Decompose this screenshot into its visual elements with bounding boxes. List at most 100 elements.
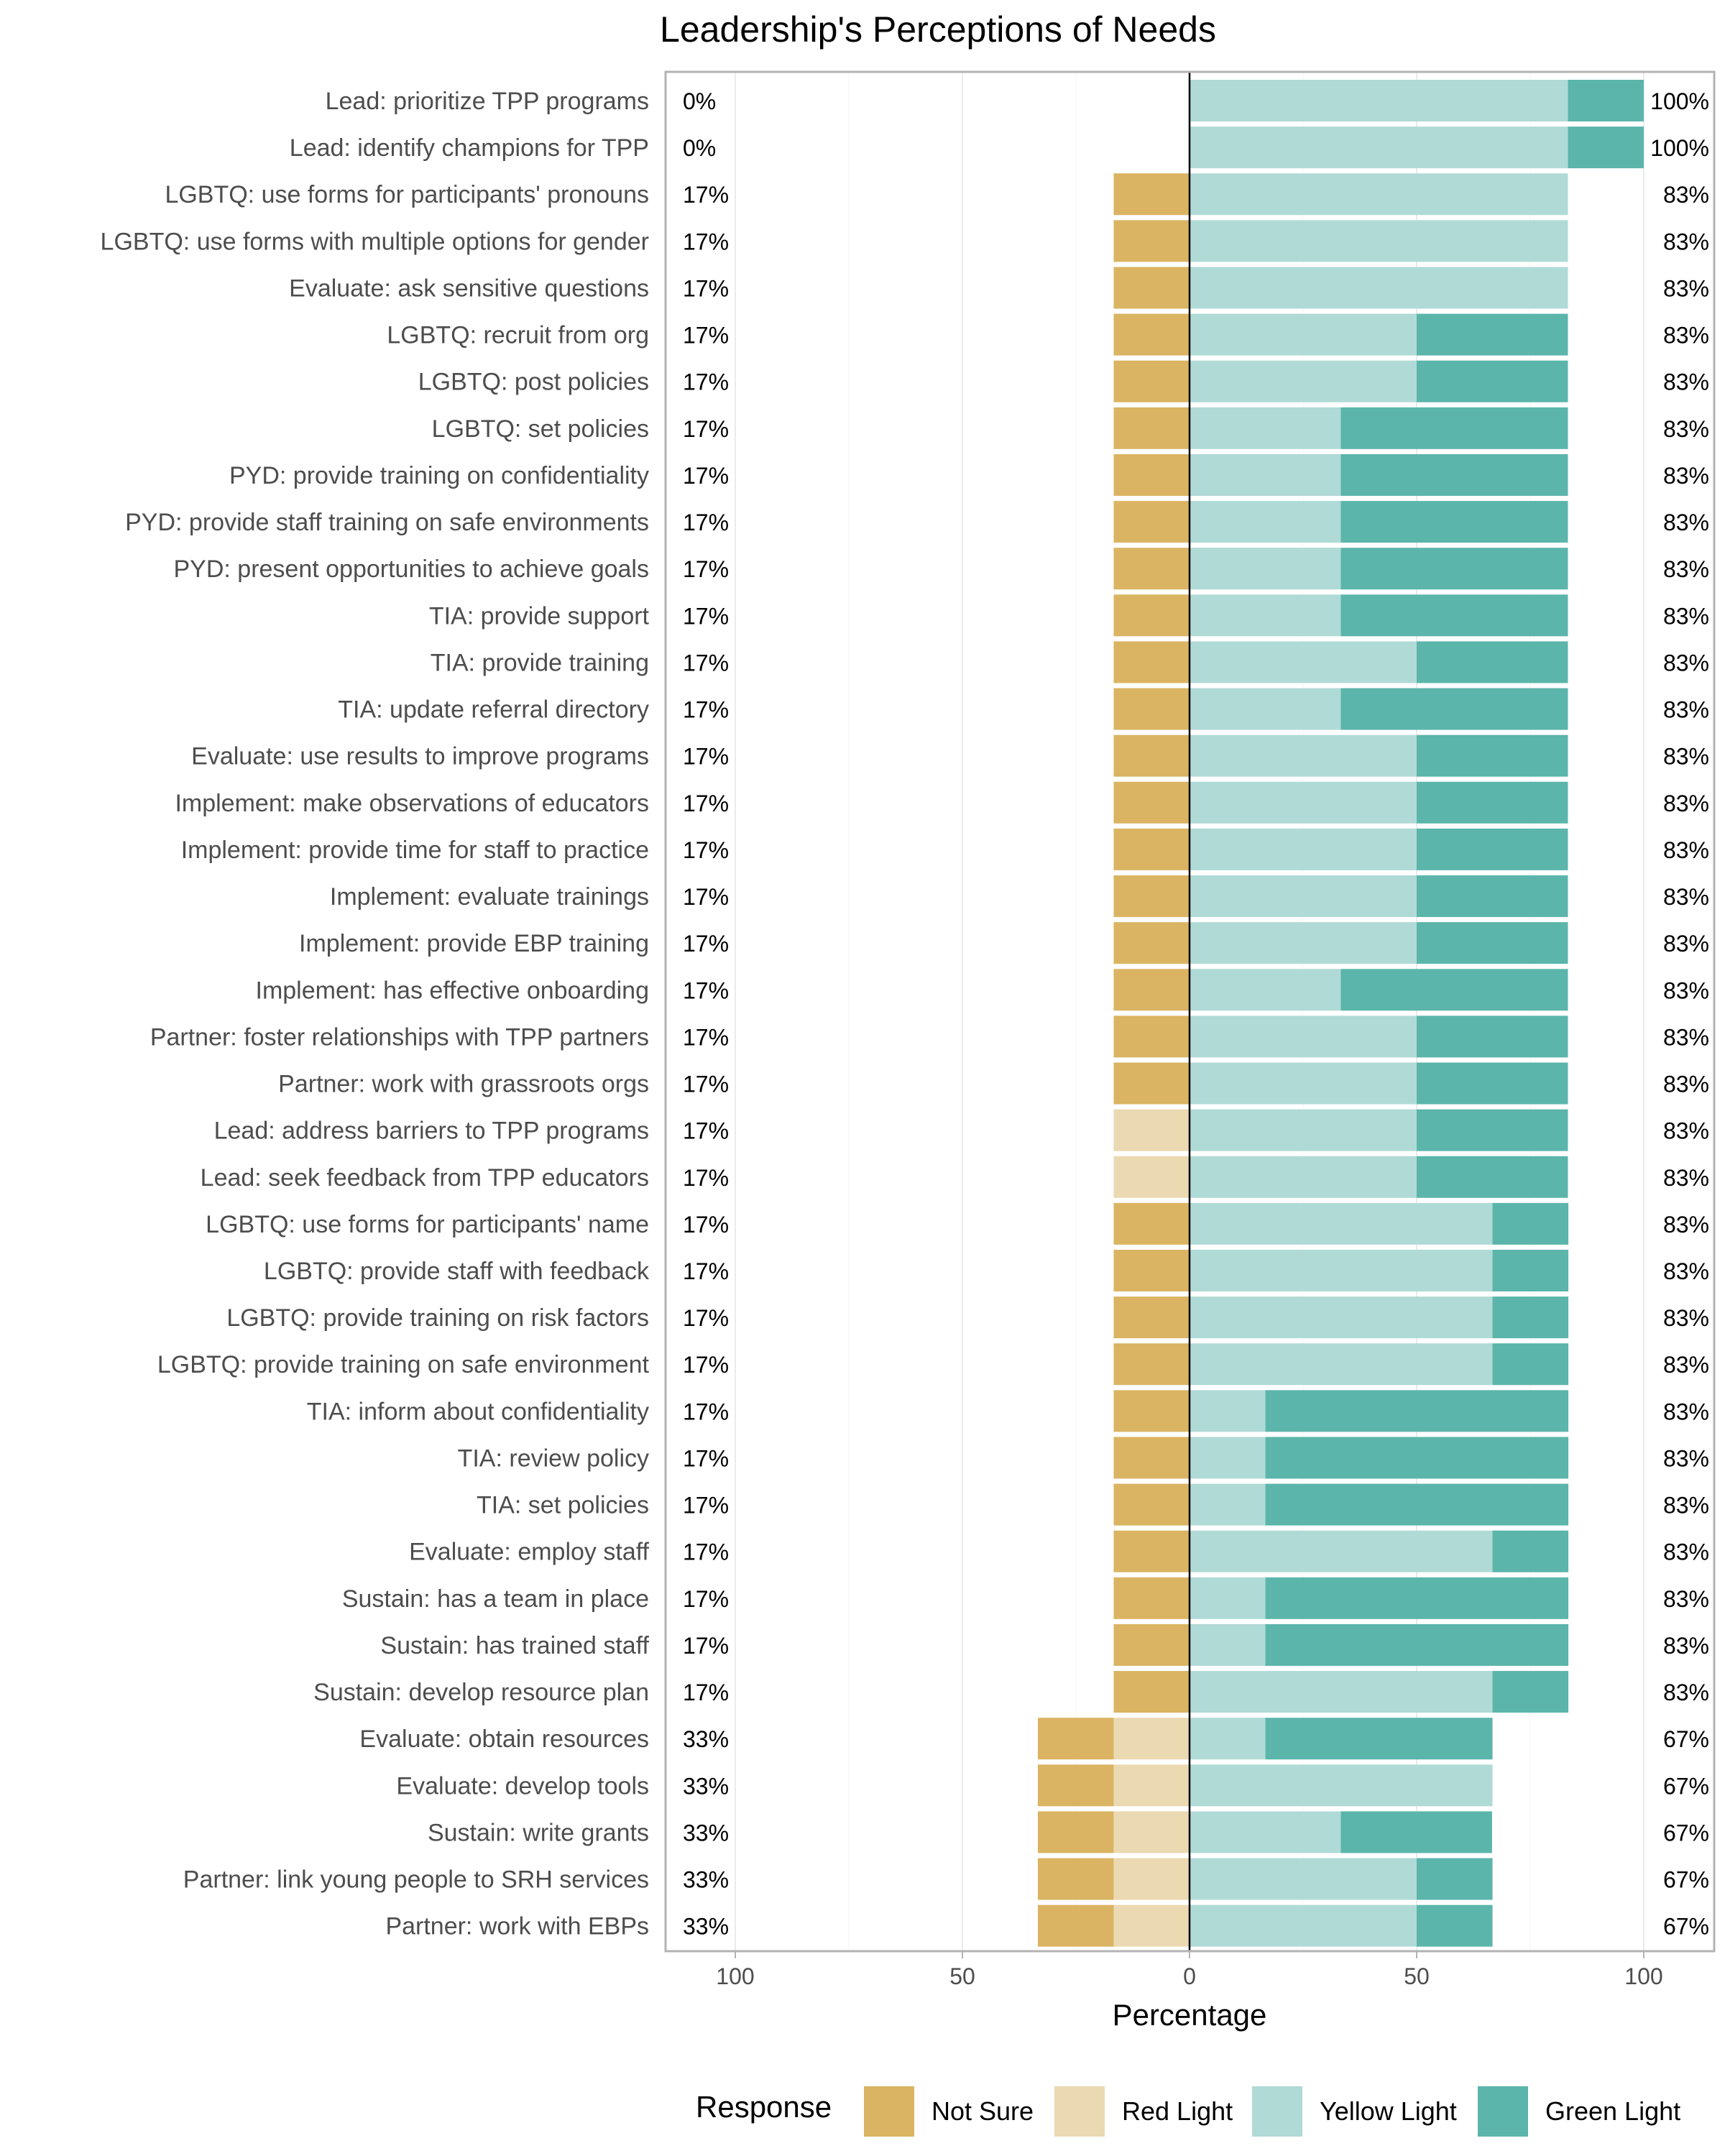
left-percent-label: 17% (683, 1258, 729, 1284)
legend-label: Yellow Light (1320, 2096, 1457, 2126)
bar-yellow-light (1190, 313, 1417, 356)
bar-green-light (1492, 1671, 1569, 1713)
bar-not-sure (1113, 1530, 1190, 1572)
bar-green-light (1265, 1577, 1569, 1619)
category-label: Partner: work with EBPs (385, 1913, 649, 1940)
bar-row (1113, 407, 1568, 449)
left-percent-label: 17% (683, 463, 729, 489)
bar-yellow-light (1190, 220, 1568, 262)
category-label: Lead: prioritize TPP programs (326, 88, 649, 115)
bar-row (1113, 1062, 1568, 1105)
bar-yellow-light (1190, 969, 1341, 1011)
bar-green-light (1417, 1858, 1493, 1900)
category-label: TIA: set policies (477, 1492, 649, 1519)
bar-green-light (1265, 1390, 1569, 1432)
bar-yellow-light (1190, 1483, 1266, 1526)
bar-row (1113, 173, 1568, 216)
category-label: LGBTQ: provide training on safe environm… (157, 1351, 650, 1378)
bar-green-light (1417, 360, 1568, 402)
bar-yellow-light (1190, 688, 1341, 730)
right-percent-label: 83% (1663, 931, 1709, 957)
right-percent-label: 83% (1663, 1493, 1709, 1519)
category-label: LGBTQ: recruit from org (387, 322, 649, 349)
right-percent-label: 83% (1663, 229, 1709, 254)
left-percent-label: 17% (683, 1586, 729, 1612)
bar-yellow-light (1190, 1718, 1266, 1760)
category-label: Implement: provide EBP training (299, 930, 649, 957)
right-percent-label: 67% (1663, 1914, 1709, 1940)
bar-not-sure (1113, 1390, 1190, 1432)
bar-yellow-light (1190, 1109, 1417, 1151)
category-label: Evaluate: use results to improve program… (191, 743, 649, 770)
bar-not-sure (1113, 641, 1190, 683)
bar-green-light (1417, 1015, 1568, 1058)
bar-red-light (1113, 1811, 1190, 1853)
bar-yellow-light (1190, 1202, 1493, 1245)
bar-row (1113, 220, 1568, 262)
bar-green-light (1492, 1202, 1569, 1245)
bar-green-light (1265, 1718, 1493, 1760)
bar-not-sure (1113, 734, 1190, 777)
bar-yellow-light (1190, 548, 1341, 590)
legend-swatch (1478, 2086, 1528, 2137)
bar-not-sure (1113, 1062, 1190, 1105)
bar-row (1190, 126, 1644, 169)
bar-green-light (1417, 1109, 1568, 1151)
bar-yellow-light (1190, 1530, 1493, 1572)
right-percent-label: 67% (1663, 1726, 1709, 1752)
bar-row (1113, 969, 1568, 1011)
bar-not-sure (1113, 594, 1190, 637)
bars (664, 70, 1716, 1953)
bar-green-light (1340, 688, 1568, 730)
category-label: Implement: make observations of educator… (175, 790, 649, 817)
category-label: Evaluate: employ staff (409, 1539, 649, 1566)
right-percent-label: 67% (1663, 1820, 1709, 1846)
bar-not-sure (1113, 501, 1190, 543)
bar-row (1190, 80, 1644, 121)
bar-row (1113, 1437, 1569, 1479)
bar-green-light (1417, 734, 1568, 777)
bar-row (1113, 1343, 1569, 1386)
bar-green-light (1417, 1156, 1568, 1198)
bar-yellow-light (1190, 501, 1341, 543)
left-percent-label: 17% (683, 603, 729, 629)
bar-yellow-light (1190, 407, 1341, 449)
bar-not-sure (1113, 1671, 1190, 1713)
legend-swatch (1054, 2086, 1105, 2137)
left-percent-label: 33% (683, 1867, 729, 1893)
bar-row (1113, 1671, 1569, 1713)
category-label: Lead: identify champions for TPP (290, 134, 649, 162)
right-percent-label: 83% (1663, 1399, 1709, 1424)
bar-row (1113, 875, 1568, 918)
bar-row (1113, 1109, 1568, 1151)
category-label: LGBTQ: provide staff with feedback (264, 1258, 650, 1285)
category-label: TIA: provide training (431, 649, 649, 676)
category-label: PYD: present opportunities to achieve go… (173, 556, 649, 583)
left-percent-label: 17% (683, 1072, 729, 1097)
bar-not-sure (1113, 548, 1190, 590)
right-percent-label: 83% (1663, 1633, 1709, 1659)
bar-red-light (1113, 1718, 1190, 1760)
bar-not-sure (1037, 1764, 1114, 1807)
right-percent-label: 83% (1663, 323, 1709, 349)
right-percent-label: 83% (1663, 744, 1709, 770)
right-percent-label: 100% (1650, 135, 1709, 161)
category-label: TIA: review policy (458, 1445, 649, 1472)
right-percent-label: 83% (1663, 556, 1709, 582)
left-percent-label: 17% (683, 650, 729, 676)
bar-green-light (1340, 548, 1568, 590)
right-percent-label: 83% (1663, 1305, 1709, 1331)
x-tick-label: 100 (716, 1963, 754, 1989)
bar-green-light (1568, 80, 1644, 121)
bar-not-sure (1113, 922, 1190, 964)
left-percent-label: 17% (683, 510, 729, 535)
right-percent-label: 83% (1663, 1539, 1709, 1565)
right-percent-label: 83% (1663, 884, 1709, 910)
bar-not-sure (1113, 313, 1190, 356)
bar-row (1113, 1577, 1569, 1619)
bar-yellow-light (1190, 453, 1341, 496)
bar-not-sure (1113, 781, 1190, 824)
left-percent-label: 0% (683, 88, 716, 114)
bar-green-light (1492, 1530, 1569, 1572)
legend-item: Yellow Light (1252, 2086, 1457, 2137)
